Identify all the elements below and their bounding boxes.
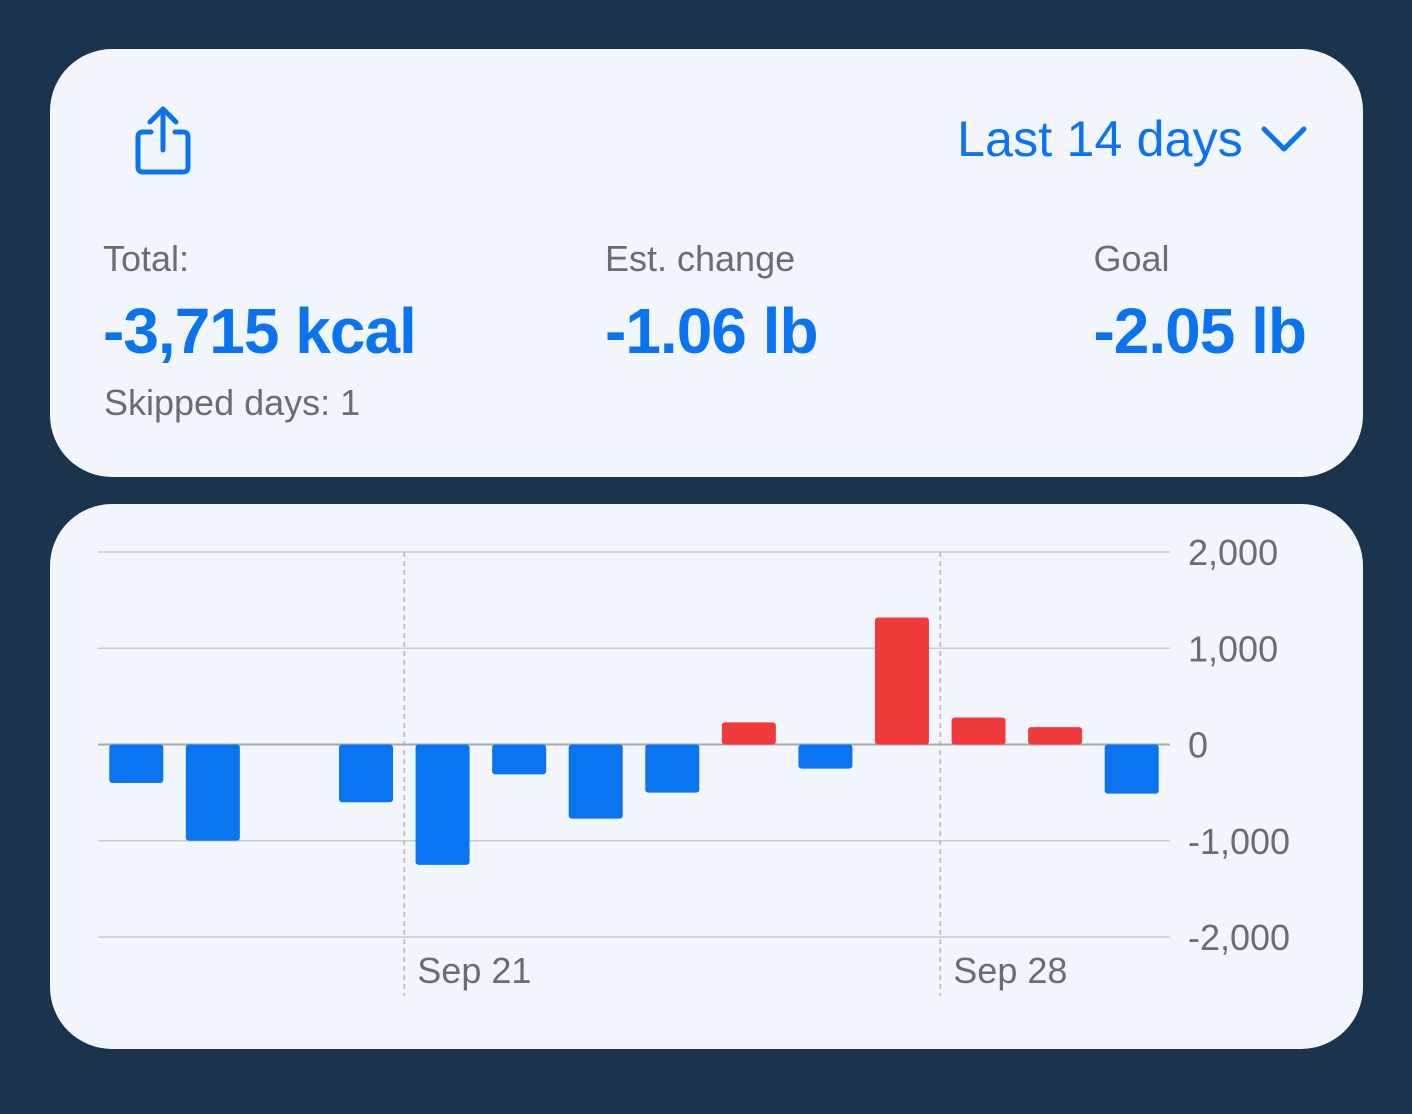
calorie-bar-chart: 2,000 1,000 0 -1,000 -2,000 Sep 21 Sep 28 — [98, 532, 1290, 996]
x-tick-label: Sep 28 — [953, 950, 1067, 991]
est-change-label: Est. change — [605, 238, 796, 279]
total-value: -3,715 kcal — [103, 295, 417, 367]
summary-card: Last 14 days Total: -3,715 kcal Est. cha… — [50, 49, 1363, 477]
skipped-days-text: Skipped days: 1 — [104, 382, 361, 423]
y-tick-label: 1,000 — [1188, 628, 1278, 669]
date-range-label: Last 14 days — [957, 111, 1243, 167]
bar-sep-26[interactable] — [798, 744, 853, 769]
goal-label: Goal — [1093, 238, 1170, 279]
y-tick-label: 2,000 — [1188, 532, 1278, 573]
bar-sep-24[interactable] — [645, 744, 700, 793]
share-icon — [132, 105, 194, 177]
chart-card: 2,000 1,000 0 -1,000 -2,000 Sep 21 Sep 28 — [50, 504, 1363, 1049]
y-tick-label: -2,000 — [1188, 917, 1290, 958]
date-range-selector[interactable]: Last 14 days — [957, 107, 1307, 171]
bar-sep-21[interactable] — [415, 744, 470, 865]
x-tick-label: Sep 21 — [417, 950, 531, 991]
goal-stat: Goal -2.05 lb — [1093, 238, 1307, 367]
bar-sep-20[interactable] — [339, 744, 393, 803]
y-tick-label: 0 — [1188, 725, 1208, 766]
chevron-down-icon — [1261, 124, 1307, 154]
goal-value: -2.05 lb — [1093, 295, 1307, 367]
est-change-stat: Est. change -1.06 lb — [605, 238, 819, 367]
est-change-value: -1.06 lb — [605, 295, 819, 367]
bar-sep-22[interactable] — [492, 744, 547, 775]
total-stat: Total: -3,715 kcal — [103, 238, 417, 367]
bar-sep-27[interactable] — [875, 617, 929, 745]
y-tick-label: -1,000 — [1188, 821, 1290, 862]
bar-sep-30[interactable] — [1104, 744, 1159, 794]
bar-sep-28[interactable] — [951, 717, 1006, 745]
total-label: Total: — [103, 238, 190, 279]
share-button[interactable] — [132, 105, 194, 177]
bar-sep-23[interactable] — [568, 744, 623, 819]
bar-sep-25[interactable] — [721, 722, 776, 745]
bar-sep-18[interactable] — [185, 744, 240, 841]
bar-sep-17[interactable] — [109, 744, 164, 784]
bar-sep-29[interactable] — [1028, 727, 1083, 745]
